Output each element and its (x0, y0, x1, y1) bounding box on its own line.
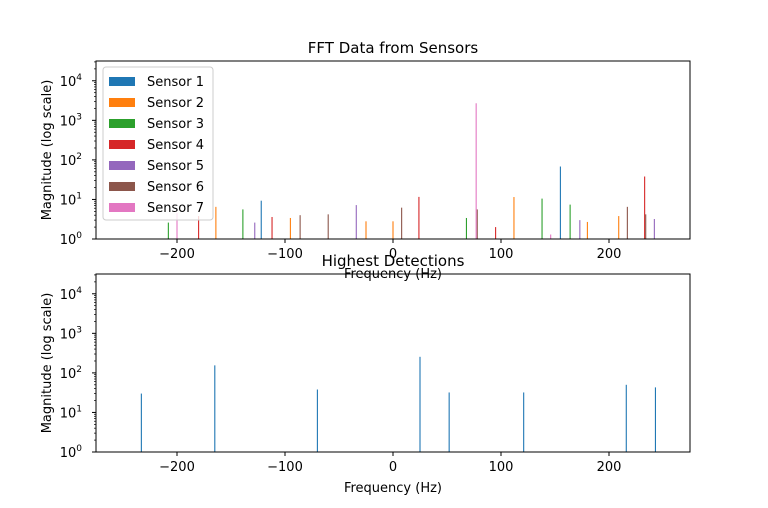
bar-mark (579, 220, 581, 239)
y-tick-label: 101 (60, 191, 82, 208)
bar-mark (495, 227, 497, 239)
y-tick-label: 100 (60, 231, 83, 248)
x-tick-label: 200 (597, 460, 622, 475)
bar-mark (176, 213, 178, 239)
y-tick-label: 102 (60, 365, 82, 382)
bar-mark (140, 393, 142, 452)
y-tick-label: 104 (60, 73, 83, 90)
bar-mark (365, 221, 367, 239)
legend-swatch (109, 182, 135, 191)
legend-swatch (109, 161, 135, 170)
bar-mark (465, 217, 467, 239)
x-tick-label: −100 (267, 247, 303, 262)
bar-mark (448, 392, 450, 452)
bar-mark (644, 176, 646, 239)
legend-swatch (109, 77, 135, 86)
bar-mark (271, 216, 273, 239)
bar-mark (214, 365, 216, 452)
bar-mark (418, 196, 420, 239)
bar-mark (550, 234, 552, 239)
bars-group (167, 103, 655, 239)
chart-title: Highest Detections (322, 252, 465, 270)
x-tick-label: 200 (597, 247, 622, 262)
bar-mark (167, 222, 169, 239)
bar-mark (626, 206, 628, 239)
bar-mark (316, 389, 318, 452)
y-tick-label: 103 (60, 325, 82, 342)
x-tick-label: 0 (389, 460, 397, 475)
bar-mark (401, 207, 403, 239)
bar-mark (419, 356, 421, 452)
bar-mark (653, 219, 655, 239)
chart-title: FFT Data from Sensors (308, 39, 479, 57)
bar-mark (198, 216, 200, 239)
bar-mark (541, 198, 543, 239)
y-tick-label: 104 (60, 286, 83, 303)
bar-mark (586, 221, 588, 239)
legend-label: Sensor 3 (147, 117, 204, 132)
legend-swatch (109, 119, 135, 128)
y-ticks: 100 101 102 103 104 (60, 274, 96, 461)
x-ticks: −200 −100 0 100 200 (159, 452, 621, 475)
bar-mark (242, 209, 244, 239)
bars-group (140, 356, 656, 452)
legend-label: Sensor 5 (147, 159, 204, 174)
x-tick-label: −200 (159, 460, 195, 475)
y-axis-label: Magnitude (log scale) (40, 80, 55, 221)
legend-swatch (109, 203, 135, 212)
legend-label: Sensor 1 (147, 75, 204, 90)
bar-mark (654, 387, 656, 452)
legend-label: Sensor 7 (147, 201, 204, 216)
x-tick-label: 100 (489, 460, 514, 475)
fft-sensors-chart: FFT Data from Sensors −200 −100 0 100 200 10… (40, 39, 691, 282)
bar-mark (625, 384, 627, 452)
y-ticks: 100 101 102 103 104 (60, 61, 96, 248)
bar-mark (475, 103, 477, 239)
legend-swatch (109, 98, 135, 107)
highest-detections-chart: Highest Detections −200 −100 0 100 200 10010… (40, 252, 691, 496)
bar-mark (260, 200, 262, 239)
y-tick-label: 103 (60, 112, 82, 129)
bar-mark (254, 222, 256, 239)
y-tick-label: 102 (60, 152, 82, 169)
bar-mark (513, 197, 515, 239)
x-axis-label: Frequency (Hz) (344, 481, 442, 496)
bar-mark (355, 205, 357, 239)
bar-mark (327, 214, 329, 239)
y-tick-label: 101 (60, 404, 82, 421)
legend-swatch (109, 140, 135, 149)
x-tick-label: 0 (389, 247, 397, 262)
bar-mark (559, 166, 561, 239)
x-ticks: −200 −100 0 100 200 (159, 239, 621, 262)
bar-mark (476, 209, 478, 239)
y-tick-label: 100 (60, 444, 83, 461)
x-tick-label: 100 (489, 247, 514, 262)
bar-mark (618, 216, 620, 239)
legend: Sensor 1 Sensor 2 Sensor 3 Sensor 4 Sensor 5… (102, 66, 214, 221)
bar-mark (299, 215, 301, 239)
bar-mark (392, 221, 394, 239)
legend-label: Sensor 2 (147, 96, 204, 111)
plot-frame (95, 273, 691, 453)
x-tick-label: −200 (159, 247, 195, 262)
bar-mark (215, 206, 217, 239)
bar-mark (289, 217, 291, 239)
legend-label: Sensor 6 (147, 180, 204, 195)
bar-mark (569, 204, 571, 239)
bar-mark (523, 392, 525, 452)
legend-label: Sensor 4 (147, 138, 204, 153)
y-axis-label: Magnitude (log scale) (40, 293, 55, 434)
bar-mark (645, 214, 647, 239)
x-tick-label: −100 (267, 460, 303, 475)
